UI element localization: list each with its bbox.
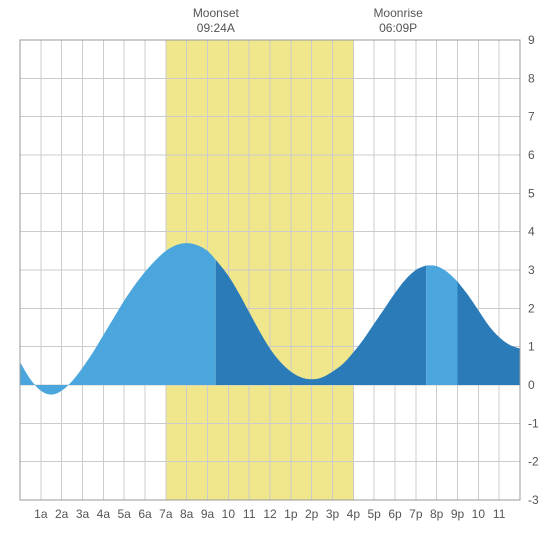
x-tick-label: 7p (409, 507, 423, 521)
y-tick-label: 6 (528, 148, 535, 162)
x-tick-label: 12 (263, 507, 277, 521)
x-tick-label: 7a (159, 507, 173, 521)
x-tick-label: 4a (97, 507, 111, 521)
y-tick-label: 3 (528, 263, 535, 277)
y-tick-label: -2 (528, 455, 539, 469)
x-tick-label: 10 (222, 507, 236, 521)
x-tick-label: 1p (284, 507, 298, 521)
annot-title: Moonset (176, 6, 256, 21)
y-tick-label: -3 (528, 493, 539, 507)
y-tick-label: 8 (528, 71, 535, 85)
x-tick-label: 5p (367, 507, 381, 521)
moonrise-label: Moonrise06:09P (358, 6, 438, 36)
x-tick-label: 4p (347, 507, 361, 521)
annot-time: 09:24A (176, 21, 256, 36)
x-tick-label: 10 (472, 507, 486, 521)
y-tick-label: 1 (528, 340, 535, 354)
x-tick-label: 6p (388, 507, 402, 521)
x-tick-label: 11 (243, 507, 256, 521)
tide-area (426, 265, 458, 385)
y-tick-label: 5 (528, 186, 535, 200)
annot-title: Moonrise (358, 6, 438, 21)
y-tick-label: 2 (528, 301, 535, 315)
moonset-label: Moonset09:24A (176, 6, 256, 36)
x-tick-label: 2p (305, 507, 319, 521)
x-tick-label: 3p (326, 507, 340, 521)
annot-time: 06:09P (358, 21, 438, 36)
y-tick-label: 0 (528, 378, 535, 392)
tide-chart: -3-2-101234567891a2a3a4a5a6a7a8a9a101112… (0, 0, 550, 550)
x-tick-label: 9p (451, 507, 465, 521)
x-tick-label: 3a (76, 507, 90, 521)
y-tick-label: 4 (528, 225, 535, 239)
x-tick-label: 1a (34, 507, 48, 521)
x-tick-label: 9a (201, 507, 215, 521)
y-tick-label: -1 (528, 416, 539, 430)
chart-svg: -3-2-101234567891a2a3a4a5a6a7a8a9a101112… (0, 0, 550, 550)
y-tick-label: 9 (528, 33, 535, 47)
x-tick-label: 8a (180, 507, 194, 521)
x-tick-label: 6a (138, 507, 152, 521)
x-tick-label: 8p (430, 507, 444, 521)
x-tick-label: 11 (493, 507, 506, 521)
x-tick-label: 5a (117, 507, 131, 521)
x-tick-label: 2a (55, 507, 69, 521)
y-tick-label: 7 (528, 110, 535, 124)
